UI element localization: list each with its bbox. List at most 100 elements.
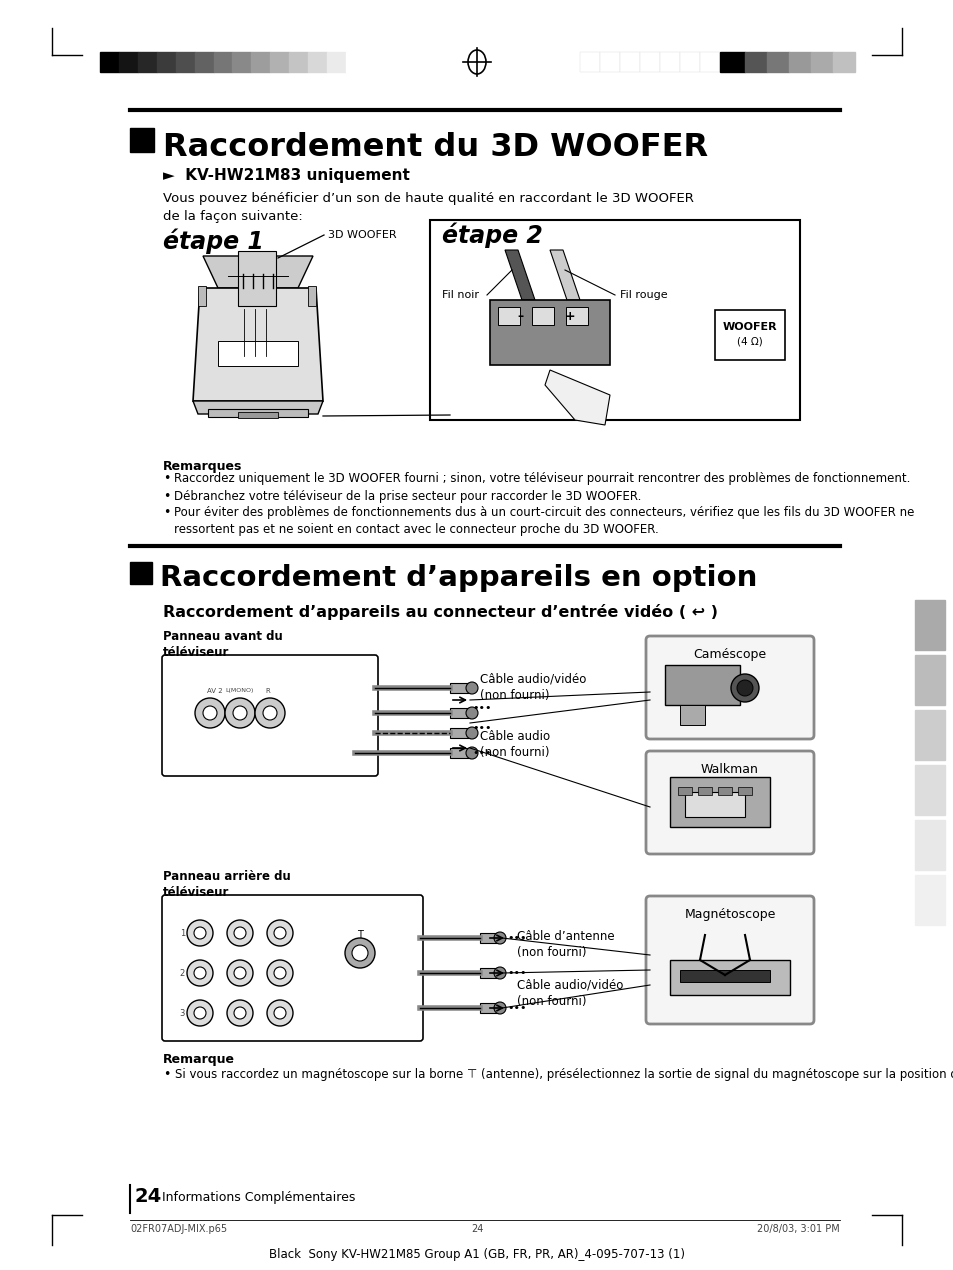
Circle shape: [193, 966, 206, 979]
Text: Black  Sony KV-HW21M85 Group A1 (GB, FR, PR, AR)_4-095-707-13 (1): Black Sony KV-HW21M85 Group A1 (GB, FR, …: [269, 1248, 684, 1261]
Circle shape: [227, 999, 253, 1026]
Circle shape: [274, 966, 286, 979]
Bar: [198, 286, 206, 306]
Text: •: •: [163, 472, 171, 485]
Circle shape: [233, 927, 246, 939]
Text: •••: •••: [506, 968, 526, 978]
Bar: [698, 787, 711, 795]
Bar: [914, 875, 944, 925]
Text: Câble audio
(non fourni): Câble audio (non fourni): [479, 730, 550, 759]
Bar: [430, 220, 800, 420]
Text: •••: •••: [506, 1003, 526, 1013]
Bar: [233, 52, 252, 72]
Bar: [639, 52, 659, 72]
Polygon shape: [544, 370, 609, 425]
Bar: [659, 52, 679, 72]
Bar: [684, 792, 744, 817]
Polygon shape: [679, 705, 704, 725]
Text: étape 1: étape 1: [163, 229, 264, 254]
FancyBboxPatch shape: [645, 751, 813, 853]
Circle shape: [187, 999, 213, 1026]
Bar: [744, 52, 766, 72]
Text: AV 2: AV 2: [207, 688, 223, 693]
Bar: [208, 409, 308, 417]
Text: Câble d’antenne
(non fourni): Câble d’antenne (non fourni): [517, 930, 614, 959]
Bar: [579, 52, 599, 72]
Bar: [669, 777, 769, 827]
Bar: [479, 1003, 497, 1013]
Circle shape: [730, 674, 759, 702]
Text: 1: 1: [179, 928, 185, 937]
Bar: [914, 765, 944, 815]
Bar: [194, 52, 213, 72]
Circle shape: [193, 927, 206, 939]
Bar: [479, 968, 497, 978]
Circle shape: [194, 698, 225, 728]
Polygon shape: [203, 257, 313, 288]
Bar: [714, 310, 784, 359]
Bar: [308, 286, 315, 306]
Bar: [788, 52, 810, 72]
Text: Si vous raccordez un magnétoscope sur la borne ⊤ (antenne), présélectionnez la s: Si vous raccordez un magnétoscope sur la…: [174, 1068, 953, 1081]
Bar: [669, 960, 789, 994]
Bar: [532, 307, 554, 325]
Text: Panneau avant du
téléviseur: Panneau avant du téléviseur: [163, 630, 282, 659]
Bar: [619, 52, 639, 72]
Text: Raccordement d’appareils en option: Raccordement d’appareils en option: [160, 564, 757, 592]
Bar: [213, 52, 233, 72]
Circle shape: [233, 966, 246, 979]
Circle shape: [465, 726, 477, 739]
Circle shape: [227, 960, 253, 986]
Circle shape: [352, 945, 368, 961]
Text: •: •: [163, 1068, 171, 1081]
Bar: [832, 52, 854, 72]
Bar: [270, 52, 289, 72]
Circle shape: [263, 706, 276, 720]
Polygon shape: [550, 250, 579, 300]
Bar: [914, 820, 944, 870]
Bar: [346, 52, 365, 72]
FancyBboxPatch shape: [645, 897, 813, 1024]
Circle shape: [193, 1007, 206, 1019]
Circle shape: [494, 1002, 505, 1013]
Text: •••: •••: [472, 723, 491, 733]
Bar: [914, 599, 944, 650]
Circle shape: [465, 682, 477, 693]
Bar: [327, 52, 346, 72]
Circle shape: [233, 1007, 246, 1019]
Text: •: •: [163, 490, 171, 503]
Bar: [766, 52, 788, 72]
Polygon shape: [193, 401, 323, 414]
Text: Panneau arrière du
téléviseur: Panneau arrière du téléviseur: [163, 870, 291, 899]
Text: Remarque: Remarque: [163, 1053, 234, 1066]
Bar: [218, 342, 297, 366]
Text: –: –: [517, 310, 522, 323]
Text: •••: •••: [472, 704, 491, 712]
Bar: [914, 710, 944, 759]
Text: 3D WOOFER: 3D WOOFER: [328, 230, 396, 240]
Text: 24: 24: [471, 1224, 482, 1234]
Bar: [450, 683, 470, 693]
Polygon shape: [193, 288, 323, 401]
Circle shape: [227, 919, 253, 946]
Bar: [479, 933, 497, 944]
Text: Pour éviter des problèmes de fonctionnements dus à un court-circuit des connecte: Pour éviter des problèmes de fonctionnem…: [173, 505, 913, 536]
Bar: [700, 52, 720, 72]
Bar: [175, 52, 194, 72]
Bar: [678, 787, 691, 795]
Bar: [119, 52, 138, 72]
Bar: [679, 970, 769, 982]
Bar: [138, 52, 156, 72]
Bar: [237, 411, 277, 418]
Bar: [810, 52, 832, 72]
Circle shape: [267, 919, 293, 946]
Text: ►  KV-HW21M83 uniquement: ► KV-HW21M83 uniquement: [163, 168, 410, 183]
Text: 24: 24: [135, 1187, 162, 1206]
Text: •••: •••: [472, 748, 491, 758]
Text: Fil noir: Fil noir: [441, 290, 478, 300]
Text: Caméscope: Caméscope: [693, 648, 766, 660]
Text: Câble audio/vidéo
(non fourni): Câble audio/vidéo (non fourni): [517, 979, 622, 1008]
Bar: [738, 787, 751, 795]
Bar: [252, 52, 270, 72]
Bar: [156, 52, 175, 72]
